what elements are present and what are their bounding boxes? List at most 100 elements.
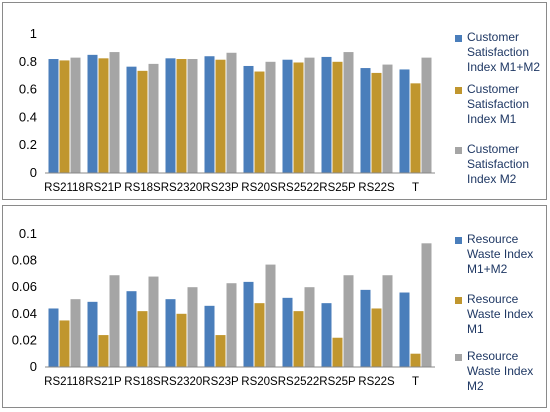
rwi-bar-series-2 xyxy=(371,308,382,367)
csi-bar-series-2 xyxy=(293,62,304,174)
csi-bar-series-2 xyxy=(332,61,343,173)
csi-legend-label: Satisfaction xyxy=(467,157,529,171)
rwi-bar-series-1 xyxy=(87,301,98,367)
csi-bar-series-2 xyxy=(410,83,421,173)
csi-ytick-label: 0.2 xyxy=(19,137,37,152)
rwi-legend-swatch xyxy=(455,297,462,304)
rwi-legend-label: Waste Index xyxy=(467,364,533,378)
csi-xtick-label: RS21P xyxy=(85,182,122,194)
rwi-bar-series-3 xyxy=(109,275,120,367)
rwi-ytick-label: 0.08 xyxy=(12,253,37,268)
csi-legend-label: Index M1+M2 xyxy=(467,60,540,74)
rwi-ytick-label: 0.02 xyxy=(12,332,37,347)
rwi-legend-label: Waste Index xyxy=(467,307,533,321)
rwi-bar-series-2 xyxy=(293,311,304,367)
csi-bar-series-3 xyxy=(304,57,315,173)
csi-ytick-label: 1 xyxy=(30,26,37,41)
csi-xtick-label: RS2320 xyxy=(161,182,203,194)
csi-legend-label: Index M2 xyxy=(467,172,517,186)
rwi-bar-series-3 xyxy=(421,243,432,367)
rwi-bar-series-3 xyxy=(265,264,276,367)
rwi-bar-series-2 xyxy=(137,311,148,367)
csi-bar-series-1 xyxy=(165,58,176,174)
rwi-xtick-label: RS2118 xyxy=(44,376,85,388)
csi-bar-series-3 xyxy=(343,52,354,173)
csi-bar-series-3 xyxy=(226,52,237,173)
csi-ytick-label: 0.6 xyxy=(19,82,37,97)
rwi-legend-label: Resource xyxy=(467,292,519,306)
rwi-legend-label: Waste Index xyxy=(467,247,533,261)
rwi-bar-series-2 xyxy=(176,313,187,367)
rwi-legend-label: M1+M2 xyxy=(467,262,508,276)
csi-bar-series-1 xyxy=(126,66,137,173)
rwi-bar-series-1 xyxy=(126,291,137,367)
csi-bar-series-1 xyxy=(399,69,410,173)
csi-bar-series-2 xyxy=(254,71,265,173)
csi-bar-series-2 xyxy=(98,58,109,174)
csi-bar-series-3 xyxy=(109,52,120,173)
rwi-xtick-label: RS2320 xyxy=(161,376,203,388)
csi-bar-series-1 xyxy=(321,56,332,174)
rwi-legend-swatch xyxy=(455,354,462,361)
csi-legend-label: Customer xyxy=(467,142,519,156)
rwi-bar-series-1 xyxy=(282,297,293,367)
rwi-bar-series-1 xyxy=(243,281,254,367)
csi-xtick-label: RS18S xyxy=(124,182,161,194)
csi-legend-swatch xyxy=(455,147,462,154)
rwi-bar-series-3 xyxy=(382,275,393,367)
csi-xtick-label: T xyxy=(412,182,419,194)
rwi-xtick-label: RS20S xyxy=(241,376,278,388)
rwi-bar-series-3 xyxy=(226,283,237,367)
rwi-bar-series-3 xyxy=(70,299,81,367)
csi-bar-series-2 xyxy=(215,59,226,174)
rwi-xtick-label: RS21P xyxy=(85,376,122,388)
csi-bar-series-1 xyxy=(282,59,293,174)
customer-satisfaction-chart: 0 0.2 0.4 0.6 0.8 1 RS2118 RS21P RS18S RS2320 RS23… xyxy=(19,26,540,194)
csi-bar-series-1 xyxy=(243,65,254,173)
rwi-xtick-label: T xyxy=(412,376,419,388)
rwi-xtick-label: RS18S xyxy=(124,376,161,388)
csi-bar-series-2 xyxy=(137,70,148,173)
rwi-ytick-label: 0.1 xyxy=(19,226,37,241)
rwi-bar-series-1 xyxy=(321,303,332,367)
rwi-legend-swatch xyxy=(455,237,462,244)
rwi-bar-series-3 xyxy=(343,275,354,367)
rwi-bar-series-1 xyxy=(360,289,371,367)
csi-legend-label: Satisfaction xyxy=(467,45,529,59)
csi-bar-series-3 xyxy=(187,59,198,173)
rwi-bar-series-1 xyxy=(48,308,59,367)
csi-legend-swatch xyxy=(455,87,462,94)
rwi-legend-label: M1 xyxy=(467,322,484,336)
csi-bar-series-3 xyxy=(148,63,159,174)
csi-bar-series-2 xyxy=(176,59,187,173)
rwi-xtick-label: RS23P xyxy=(202,376,239,388)
rwi-bar-series-2 xyxy=(215,335,226,367)
csi-bar-series-3 xyxy=(265,61,276,173)
csi-legend-label: Satisfaction xyxy=(467,97,529,111)
csi-legend-swatch xyxy=(455,35,462,42)
csi-bar-series-3 xyxy=(70,57,81,173)
csi-ytick-label: 0 xyxy=(30,165,37,180)
customer-satisfaction-chart-panel: 0 0.2 0.4 0.6 0.8 1 RS2118 RS21P RS18S RS2320 RS23… xyxy=(2,2,547,200)
csi-legend-label: Index M1 xyxy=(467,112,517,126)
rwi-legend-label: Resource xyxy=(467,232,519,246)
csi-xtick-label: RS22S xyxy=(358,182,395,194)
csi-ytick-label: 0.4 xyxy=(19,109,37,124)
rwi-xtick-label: RS2522 xyxy=(278,376,320,388)
rwi-bar-series-1 xyxy=(399,292,410,367)
rwi-xtick-label: RS25P xyxy=(319,376,356,388)
rwi-bar-series-1 xyxy=(204,305,215,367)
csi-bar-series-3 xyxy=(421,57,432,173)
csi-xtick-label: RS25P xyxy=(319,182,356,194)
rwi-bar-series-3 xyxy=(304,287,315,367)
csi-xtick-label: RS2118 xyxy=(44,182,85,194)
rwi-bar-series-2 xyxy=(332,337,343,367)
rwi-bar-series-2 xyxy=(98,335,109,367)
csi-xtick-label: RS23P xyxy=(202,182,239,194)
rwi-bar-series-2 xyxy=(254,303,265,367)
rwi-ytick-label: 0 xyxy=(30,359,37,374)
csi-xtick-label: RS20S xyxy=(241,182,278,194)
rwi-bar-series-1 xyxy=(165,299,176,367)
csi-legend-label: Customer xyxy=(467,30,519,44)
